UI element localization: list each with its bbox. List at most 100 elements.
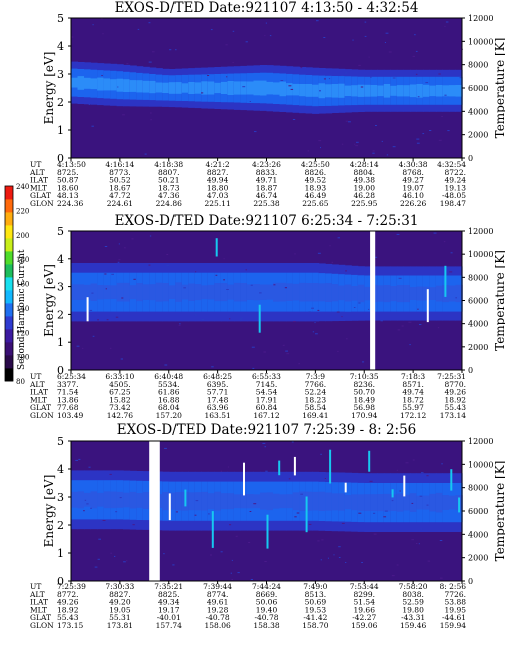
- noise-speck: [223, 258, 225, 260]
- y2-tick-label: 12000: [468, 227, 493, 236]
- noise-speck: [109, 347, 112, 349]
- noise-speck: [388, 51, 392, 53]
- y2-axis-label: Temperature [K]: [493, 38, 505, 139]
- table-cell: 7:30:33: [105, 582, 134, 591]
- table-cell: 226.26: [400, 199, 426, 208]
- noise-speck: [372, 150, 375, 152]
- band-core: [435, 85, 443, 97]
- noise-speck: [307, 150, 309, 152]
- table-cell: 4:32:54: [437, 160, 466, 169]
- intensity-spike: [444, 265, 447, 297]
- band-core: [116, 491, 124, 508]
- band-core: [422, 495, 430, 510]
- band-core: [403, 494, 411, 511]
- band-core: [422, 286, 430, 301]
- table-cell: -43.31: [401, 613, 425, 622]
- table-cell: 54.54: [256, 388, 278, 397]
- band-core: [201, 285, 209, 300]
- colorbar-tick-label: 120: [16, 329, 29, 337]
- band-core: [188, 492, 196, 511]
- noise-speck: [264, 35, 266, 37]
- band-core: [246, 494, 254, 509]
- y-tick-label: 2: [57, 308, 64, 321]
- y2-tick-label: 10000: [468, 250, 493, 259]
- colorbar-tick-label: 220: [16, 207, 29, 215]
- noise-speck: [163, 553, 165, 555]
- colorbar-tick-label: 200: [16, 232, 29, 240]
- band-core: [129, 80, 137, 92]
- noise-speck: [119, 497, 122, 499]
- band-core: [77, 491, 85, 509]
- noise-speck: [240, 319, 242, 321]
- noise-speck: [358, 64, 361, 66]
- band-core: [71, 284, 79, 300]
- band-core: [142, 80, 150, 93]
- table-cell: 142.76: [107, 411, 133, 420]
- noise-speck: [265, 22, 267, 24]
- band-core: [194, 284, 202, 301]
- noise-speck: [265, 470, 268, 472]
- table-cell: 7:18:3: [401, 372, 425, 381]
- noise-speck: [92, 335, 95, 337]
- noise-speck: [245, 41, 248, 43]
- band-core: [370, 85, 378, 97]
- y-tick-label: 4: [57, 463, 64, 476]
- noise-speck: [83, 510, 85, 512]
- table-cell: 8038.: [402, 590, 423, 599]
- noise-speck: [179, 323, 181, 325]
- y-tick-label: 1: [57, 124, 64, 137]
- table-cell: 8236.: [354, 380, 375, 389]
- noise-speck: [299, 474, 301, 476]
- noise-speck: [364, 21, 367, 23]
- band-core: [416, 84, 424, 98]
- y2-tick-label: 4000: [468, 320, 488, 329]
- table-cell: 158.70: [302, 621, 328, 630]
- table-cell: 173.14: [440, 411, 466, 420]
- table-cell: 56.98: [354, 403, 376, 412]
- colorbar-tick-label: 100: [16, 354, 29, 362]
- intensity-spike: [184, 489, 187, 507]
- band-core: [207, 81, 215, 95]
- table-cell: 49.61: [207, 598, 228, 607]
- colorbar-tick-label: 140: [16, 305, 29, 313]
- noise-speck: [417, 308, 419, 310]
- table-cell: 6:48:25: [203, 372, 232, 381]
- table-cell: 49.27: [402, 176, 424, 185]
- table-cell: 8807.: [158, 168, 179, 177]
- noise-speck: [291, 441, 294, 443]
- table-cell: 55.97: [402, 403, 424, 412]
- colorbar-segment: [5, 238, 13, 252]
- table-cell: 19.00: [354, 183, 376, 192]
- table-cell: 49.74: [402, 388, 424, 397]
- band-core: [318, 491, 326, 511]
- colorbar-segment: [5, 225, 13, 239]
- noise-speck: [148, 61, 152, 63]
- table-cell: 198.47: [440, 199, 466, 208]
- table-cell: 50.06: [256, 598, 278, 607]
- band-core: [71, 491, 79, 508]
- colorbar-segment: [5, 368, 13, 382]
- noise-speck: [82, 347, 84, 349]
- y2-tick-label: 8000: [468, 484, 488, 493]
- band-core: [162, 492, 170, 511]
- band-core: [331, 493, 339, 511]
- noise-speck: [320, 559, 322, 561]
- colorbar-frame: [4, 185, 14, 382]
- table-cell: 8804.: [354, 168, 375, 177]
- noise-speck: [392, 146, 396, 148]
- band-core: [325, 492, 333, 511]
- table-cell: 157.74: [156, 621, 182, 630]
- table-cell: 50.69: [305, 598, 327, 607]
- noise-speck: [341, 143, 344, 145]
- table-cell: 224.36: [57, 199, 83, 208]
- noise-speck: [280, 80, 284, 81]
- noise-speck: [370, 76, 372, 78]
- band-core: [214, 82, 222, 94]
- table-cell: 49.94: [207, 176, 229, 185]
- noise-speck: [249, 511, 252, 512]
- table-cell: 8725.: [57, 168, 78, 177]
- intensity-spike: [258, 304, 261, 333]
- noise-speck: [323, 78, 326, 80]
- band-core: [246, 81, 254, 95]
- table-cell: 63.96: [207, 403, 229, 412]
